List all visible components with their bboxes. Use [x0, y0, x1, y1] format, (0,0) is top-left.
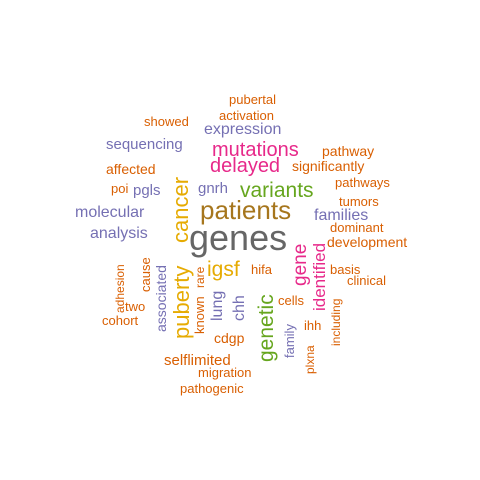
word-plxna: plxna [303, 345, 317, 374]
word-significantly: significantly [292, 158, 364, 174]
word-identified: identified [310, 243, 329, 311]
word-including: including [329, 299, 343, 346]
word-igsf: igsf [207, 258, 240, 281]
word-gnrh: gnrh [198, 180, 228, 197]
word-genes: genes [189, 217, 287, 258]
word-two: two [125, 299, 145, 314]
word-poi: poi [111, 181, 128, 196]
word-lung: lung [209, 291, 226, 321]
word-chh: chh [231, 295, 248, 321]
word-molecular: molecular [75, 204, 145, 221]
word-selflimited: selflimited [164, 352, 231, 369]
word-tumors: tumors [339, 194, 379, 209]
word-variants: variants [240, 179, 314, 202]
word-cancer: cancer [168, 177, 193, 243]
word-hifa: hifa [251, 262, 273, 277]
word-cohort: cohort [102, 313, 139, 328]
word-families: families [314, 207, 368, 224]
word-patients: patients [200, 195, 291, 225]
word-known: known [192, 296, 207, 334]
word-cdgp: cdgp [214, 330, 245, 346]
word-migration: migration [198, 365, 251, 380]
word-gene: gene [290, 244, 311, 286]
word-affected: affected [106, 161, 156, 177]
word-pathogenic: pathogenic [180, 381, 244, 396]
word-puberty: puberty [169, 266, 194, 339]
word-mutations: mutations [212, 139, 299, 161]
word-associated: associated [153, 265, 169, 332]
word-cells: cells [278, 293, 305, 308]
word-pathways: pathways [335, 175, 390, 190]
word-pathway: pathway [322, 143, 374, 159]
word-family: family [282, 324, 297, 358]
word-dominant: dominant [330, 220, 384, 235]
word-clinical: clinical [347, 273, 386, 288]
word-sequencing: sequencing [106, 136, 183, 153]
word-delayed: delayed [210, 155, 280, 177]
word-ihh: ihh [304, 318, 321, 333]
word-genetic: genetic [255, 294, 278, 362]
word-adhesion: adhesion [113, 264, 127, 313]
word-pgls: pgls [133, 182, 161, 199]
word-expression: expression [204, 121, 281, 138]
word-activation: activation [219, 108, 274, 123]
word-development: development [327, 234, 407, 250]
word-showed: showed [144, 114, 189, 129]
word-rare: rare [193, 266, 207, 288]
word-cause: cause [138, 257, 153, 292]
word-basis: basis [330, 262, 361, 277]
word-analysis: analysis [90, 225, 148, 242]
word-pubertal: pubertal [229, 92, 276, 107]
